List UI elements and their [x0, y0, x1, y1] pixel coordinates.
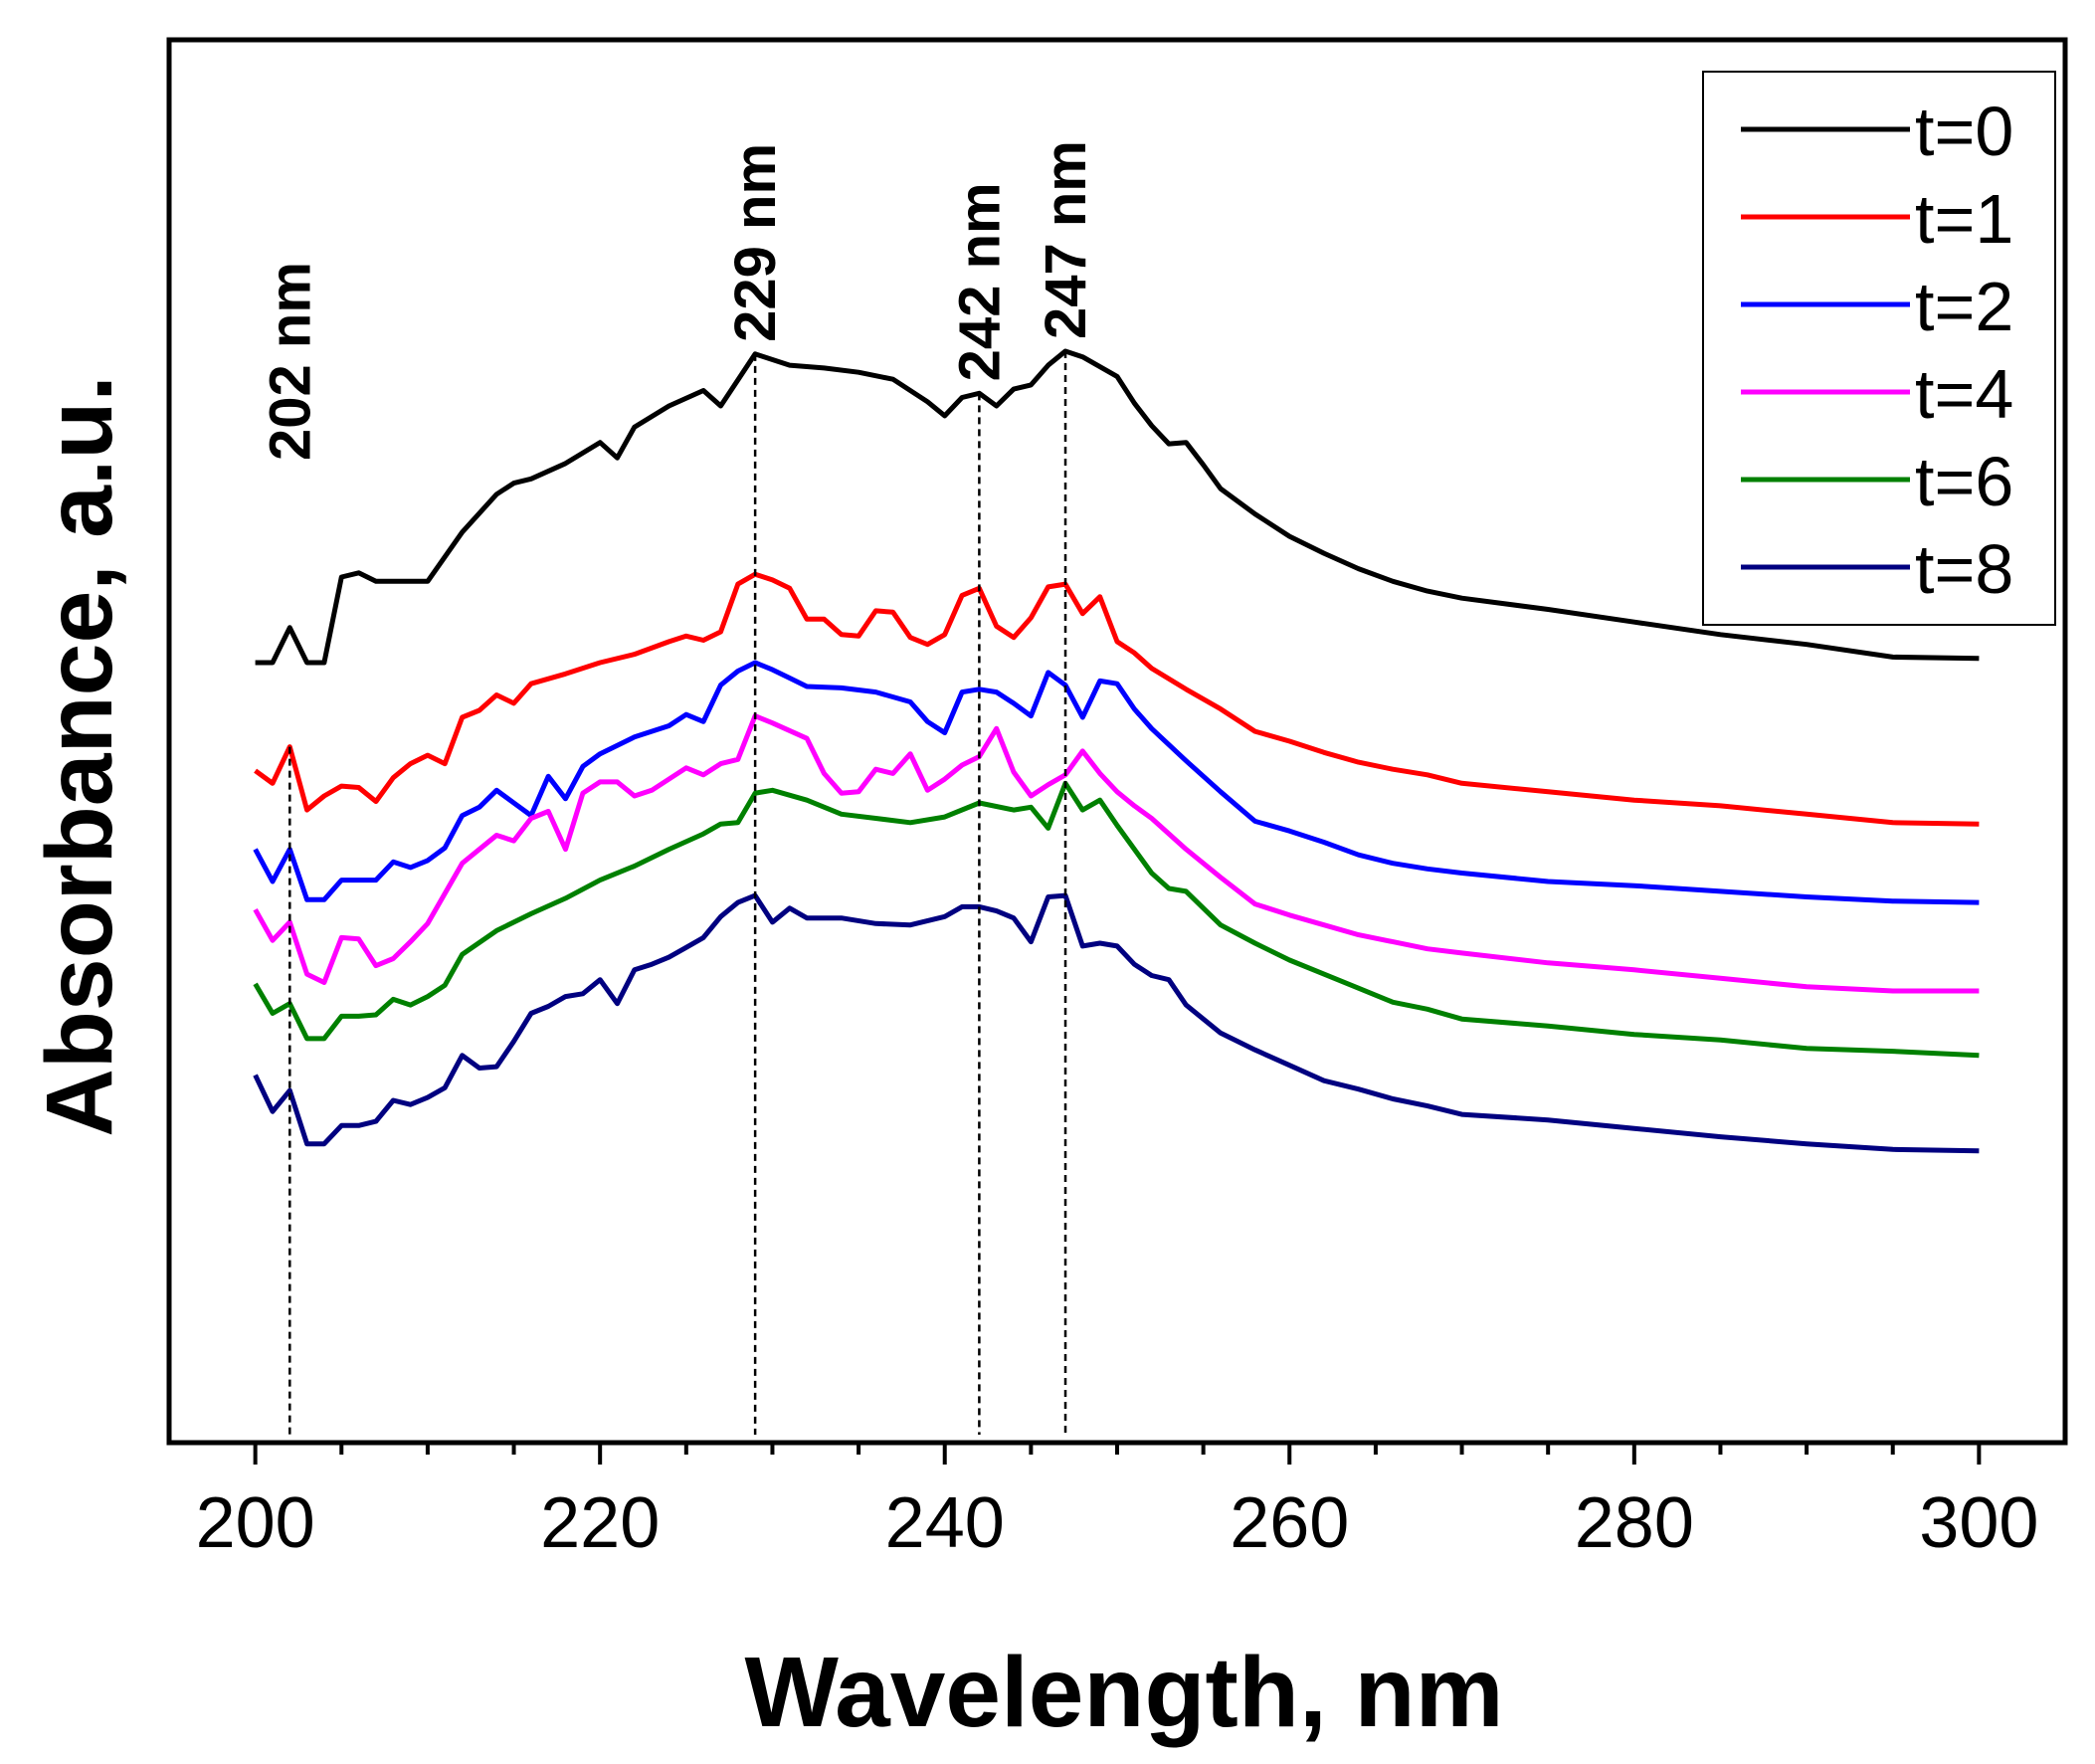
series-line-3: [253, 713, 1980, 994]
legend: t=0 t=1 t=2 t=4 t=6 t=8: [1702, 71, 2056, 626]
plot-frame: [166, 37, 2068, 1446]
x-tick-label-240: 240: [885, 1483, 1005, 1563]
series-line-5: [253, 892, 1980, 1154]
x-tick-label-220: 220: [540, 1483, 660, 1563]
legend-label-5: t=8: [1915, 530, 2013, 608]
series-line-4: [253, 780, 1980, 1059]
legend-label-2: t=2: [1915, 268, 2013, 345]
x-tick-label-300: 300: [1919, 1483, 2038, 1563]
legend-box: [1702, 71, 2056, 626]
legend-label-4: t=6: [1915, 443, 2013, 520]
legend-label-1: t=1: [1915, 180, 2013, 258]
series-layer: [253, 348, 1980, 1154]
series-line-2: [253, 660, 1980, 905]
series-line-0: [255, 348, 1980, 666]
peak-label-0: 202 nm: [258, 262, 322, 461]
x-tick-label-260: 260: [1230, 1483, 1349, 1563]
peak-annotations: 202 nm 229 nm 242 nm 247 nm: [258, 140, 1098, 461]
peak-label-2: 242 nm: [947, 182, 1012, 381]
y-axis-title: Absorbance, a.u.: [27, 375, 132, 1136]
peak-guides: [288, 351, 1067, 1435]
x-axis-ticks: 200 220 240 260 280 300: [196, 1443, 2038, 1563]
x-tick-label-280: 280: [1575, 1483, 1694, 1563]
x-tick-label-200: 200: [196, 1483, 315, 1563]
peak-label-1: 229 nm: [723, 143, 788, 342]
peak-label-3: 247 nm: [1034, 140, 1098, 339]
legend-label-0: t=0: [1915, 93, 2013, 170]
legend-label-3: t=4: [1915, 355, 2013, 433]
x-axis-title: Wavelength, nm: [744, 1637, 1503, 1748]
series-line-1: [254, 571, 1980, 827]
